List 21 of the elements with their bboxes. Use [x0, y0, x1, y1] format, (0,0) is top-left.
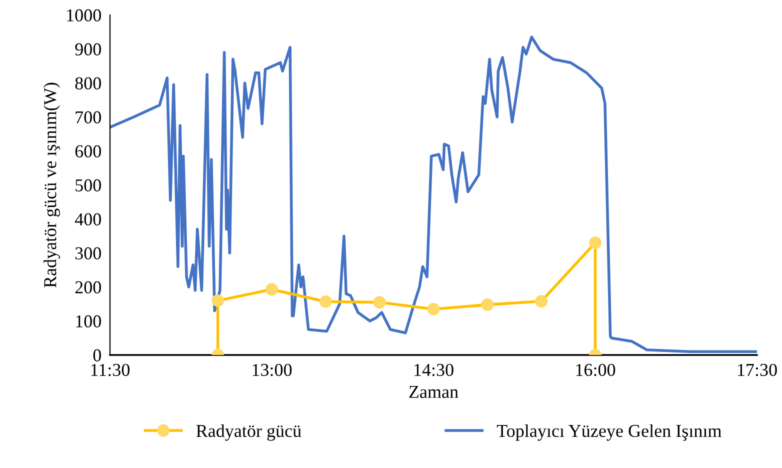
y-tick-label: 200: [75, 281, 101, 294]
y-tick-label: 1000: [67, 9, 101, 22]
y-tick-label: 600: [75, 145, 101, 158]
y-tick-label: 500: [76, 179, 101, 192]
y-tick-label: 700: [76, 111, 101, 124]
x-tick-label: 14:30: [414, 364, 454, 376]
y-tick-label: 900: [75, 43, 101, 56]
y-tick-label: 300: [75, 247, 101, 260]
x-tick-label: 11:30: [91, 364, 130, 376]
x-tick-label: 13:00: [252, 364, 292, 376]
x-axis-title: Zaman: [409, 386, 458, 398]
line-series: [110, 36, 757, 353]
y-tick-label: 400: [74, 213, 101, 226]
y-axis-title: Radyatör gücü ve ışınım(W): [44, 82, 60, 288]
y-tick-label: 100: [76, 315, 101, 328]
x-tick-label: 16:00: [576, 364, 616, 376]
y-tick-label: 0: [93, 349, 101, 362]
legend-label: Toplayıcı Yüzeye Gelen Işınım: [496, 424, 722, 441]
legend-label: Radyatör gücü: [196, 424, 302, 441]
x-tick-label: 17:30: [738, 364, 777, 376]
y-tick-label: 800: [75, 77, 101, 90]
